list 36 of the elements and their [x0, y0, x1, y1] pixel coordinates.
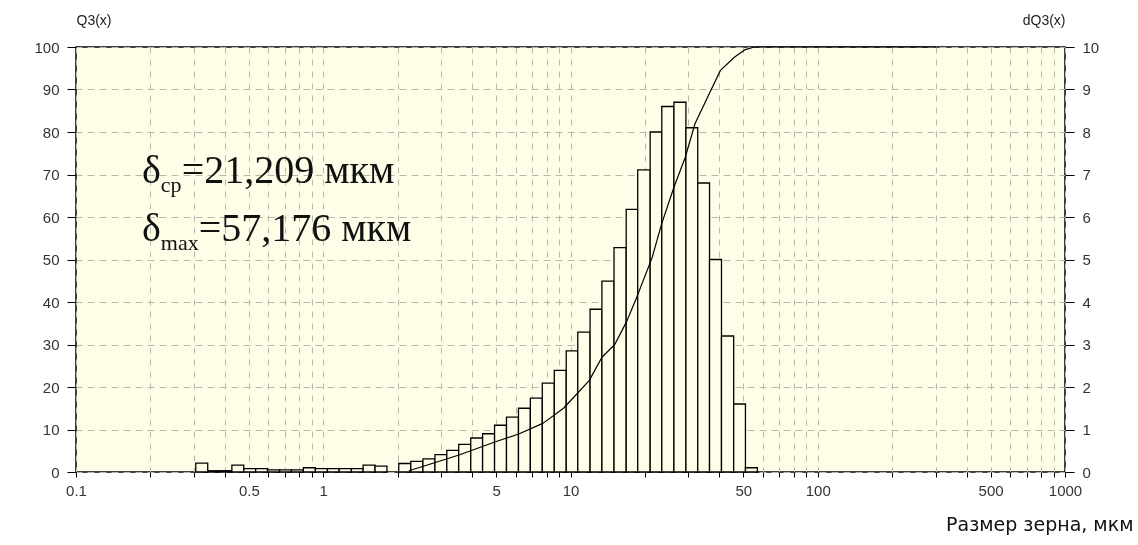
x-tick-label: 50: [735, 481, 753, 499]
y2-tick-label: 5: [1082, 251, 1091, 268]
y-tick-label: 70: [42, 166, 60, 183]
annotation: δ$_{cp}$=21,209 мкм: [142, 147, 395, 197]
y2-tick-label: 1: [1082, 421, 1091, 438]
y-tick-label: 90: [42, 81, 60, 98]
y2-tick-label: 9: [1082, 81, 1091, 98]
y2-tick-label: 4: [1082, 293, 1091, 311]
y-axis-title: Q3(x): [76, 11, 112, 28]
x-tick-label: 0.5: [238, 481, 260, 499]
x-tick-label: 5: [492, 481, 501, 499]
x-tick-label: 1: [319, 481, 328, 499]
y2-tick-label: 6: [1082, 208, 1091, 226]
x-tick-label: 500: [978, 481, 1004, 499]
y-tick-label: 100: [34, 38, 60, 56]
y-tick-label: 20: [42, 378, 60, 396]
x-tick-label: 100: [805, 481, 831, 499]
y-tick-label: 30: [42, 336, 60, 353]
y-tick-label: 50: [42, 251, 60, 268]
y-tick-label: 10: [42, 421, 60, 438]
annotation: δ$_{max}$=57,176 мкм: [142, 205, 412, 255]
y2-tick-label: 7: [1082, 166, 1091, 183]
y2-tick-label: 10: [1082, 38, 1100, 56]
y-tick-label: 0: [51, 463, 60, 481]
y2-tick-label: 8: [1082, 123, 1091, 141]
y-tick-label: 80: [42, 123, 60, 141]
y2-tick-label: 0: [1082, 463, 1091, 481]
y2-tick-label: 2: [1082, 378, 1091, 396]
x-tick-label: 10: [562, 481, 580, 499]
y-tick-label: 40: [42, 293, 60, 311]
y2-axis-title: dQ3(x): [1022, 11, 1066, 28]
x-tick-label: 0.1: [66, 481, 87, 499]
y2-tick-label: 3: [1082, 336, 1091, 353]
x-axis-title: Размер зерна, мкм: [946, 512, 1134, 535]
y-tick-label: 60: [42, 208, 60, 226]
x-tick-label: 1000: [1048, 481, 1083, 499]
